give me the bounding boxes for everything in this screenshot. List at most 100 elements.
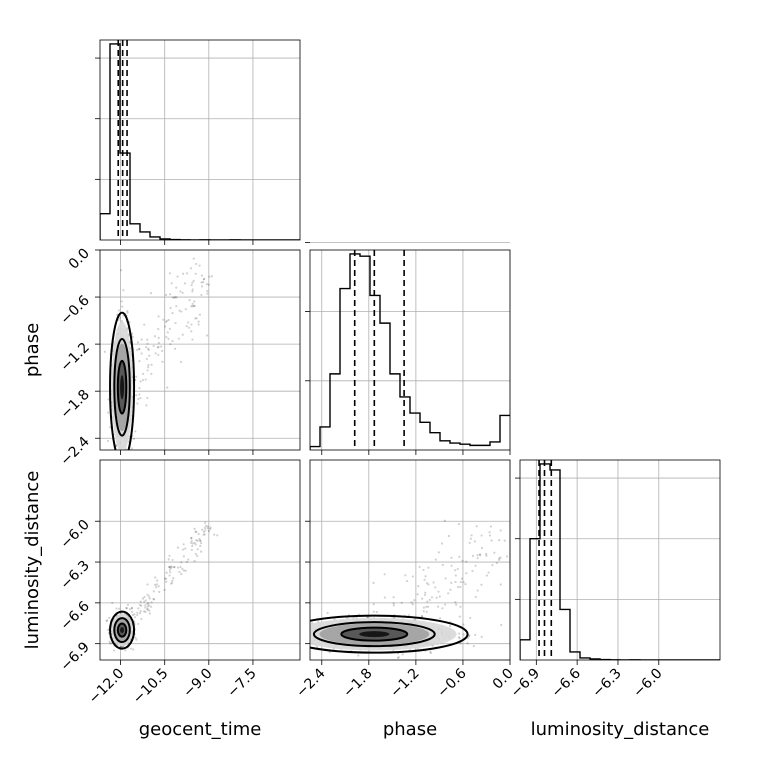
x-tick-label: −0.6 (434, 665, 469, 700)
sample-point (191, 288, 194, 291)
sample-point (427, 605, 430, 608)
histogram-luminosity_distance (520, 463, 720, 660)
sample-point (150, 363, 153, 366)
sample-point (441, 563, 444, 567)
sample-point (511, 553, 513, 555)
sample-point (171, 340, 174, 343)
sample-point (146, 605, 149, 608)
sample-point (291, 645, 293, 647)
sample-point (189, 267, 193, 270)
sample-point (161, 349, 164, 353)
sample-point (465, 560, 468, 563)
sample-point (423, 578, 426, 581)
sample-point (458, 615, 461, 618)
y-tick-label: −6.9 (57, 639, 92, 674)
sample-point (392, 604, 395, 607)
sample-point (122, 314, 125, 317)
sample-point (424, 591, 427, 594)
sample-point (210, 275, 214, 278)
sample-point (187, 558, 190, 561)
sample-point (307, 636, 309, 638)
sample-point (516, 530, 518, 532)
sample-point (150, 601, 153, 604)
sample-point (162, 318, 165, 321)
sample-point (474, 633, 477, 636)
sample-point (296, 641, 298, 643)
sample-point (167, 565, 171, 569)
sample-point (437, 551, 440, 554)
sample-point (131, 336, 134, 339)
sample-point (459, 642, 462, 645)
sample-point (179, 290, 182, 293)
sample-point (130, 607, 133, 610)
sample-point (197, 323, 200, 326)
sample-point (175, 296, 178, 299)
sample-point (192, 304, 195, 308)
sample-point (383, 596, 386, 599)
sample-point (195, 530, 198, 533)
sample-point (425, 610, 428, 613)
sample-point (462, 580, 465, 584)
sample-point (167, 558, 170, 561)
sample-point (459, 605, 462, 608)
sample-point (165, 319, 168, 322)
sample-point (425, 605, 428, 608)
sample-point (149, 292, 153, 295)
sample-point (183, 282, 187, 285)
sample-point (136, 402, 139, 405)
sample-point (146, 602, 149, 606)
x-tick-label: −10.5 (130, 666, 172, 708)
sample-point (458, 555, 461, 558)
sample-point (141, 597, 145, 600)
sample-point (190, 548, 193, 551)
sample-point (295, 630, 297, 632)
sample-point (444, 577, 447, 580)
x-tick-label: −7.5 (224, 666, 259, 701)
sample-point (181, 291, 184, 294)
sample-point (170, 565, 173, 568)
sample-point (176, 275, 179, 278)
sample-point (281, 629, 283, 631)
density-fill-3 (359, 631, 390, 638)
sample-point (181, 333, 184, 336)
sample-point (468, 634, 471, 637)
sample-point (172, 576, 175, 580)
sample-point (207, 529, 210, 533)
sample-point (126, 327, 129, 330)
sample-point (301, 627, 303, 629)
sample-point (423, 593, 427, 597)
sample-point (105, 619, 108, 623)
sample-point (357, 654, 360, 657)
sample-point (144, 599, 147, 602)
sample-point (154, 576, 157, 579)
sample-point (209, 526, 212, 529)
sample-point (175, 286, 178, 289)
sample-point (140, 352, 143, 355)
sample-point (396, 656, 400, 660)
sample-point (191, 281, 194, 284)
sample-point (305, 625, 307, 627)
sample-point (204, 529, 207, 532)
sample-point (169, 565, 172, 568)
sample-point (181, 567, 184, 570)
y-tick-label: −1.8 (57, 387, 92, 422)
sample-point (471, 569, 474, 573)
sample-point (202, 278, 205, 281)
sample-point (194, 272, 197, 275)
sample-point (438, 595, 441, 598)
histogram-phase (310, 253, 510, 450)
sample-point (495, 561, 498, 565)
sample-point (418, 565, 421, 568)
sample-point (135, 638, 138, 641)
x-tick-label: −12.0 (86, 666, 128, 708)
sample-point (457, 585, 460, 589)
sample-point (303, 638, 305, 640)
sample-point (147, 347, 150, 350)
sample-point (200, 281, 203, 284)
sample-point (185, 325, 188, 328)
sample-point (118, 607, 121, 610)
sample-point (199, 544, 202, 548)
sample-point (138, 612, 142, 615)
sample-point (450, 564, 453, 567)
sample-point (297, 633, 299, 635)
